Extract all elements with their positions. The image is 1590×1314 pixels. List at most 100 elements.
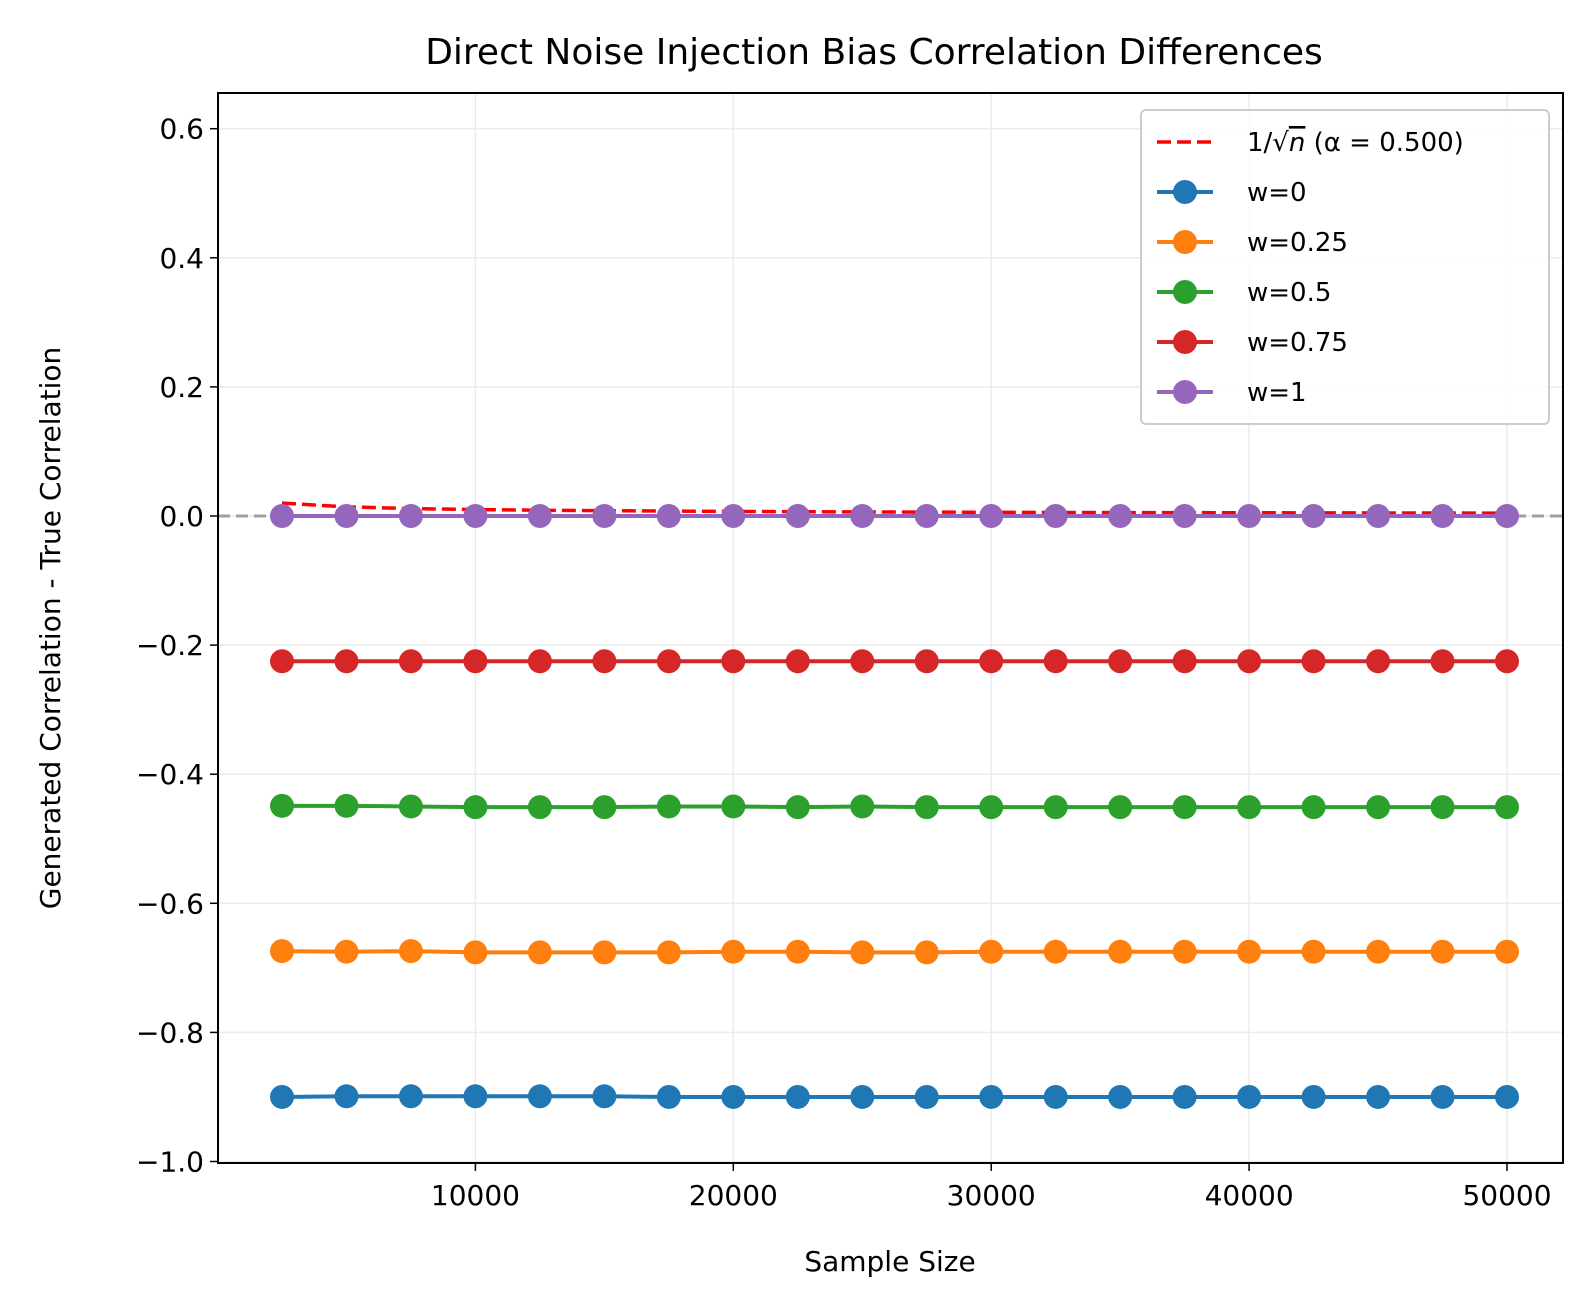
legend-marker: [1173, 230, 1197, 254]
data-point: [850, 649, 875, 674]
chart-title: Direct Noise Injection Bias Correlation …: [425, 32, 1323, 73]
y-tick-label: 0.6: [159, 113, 204, 146]
data-point: [721, 1084, 746, 1109]
series-w=0.5: [270, 793, 1519, 820]
data-point: [270, 649, 294, 674]
data-point: [914, 504, 939, 528]
data-point: [1172, 1084, 1197, 1109]
data-point: [1108, 504, 1133, 528]
data-point: [398, 1084, 423, 1109]
data-point: [1172, 649, 1197, 674]
y-tick-label: 0.0: [159, 500, 204, 533]
y-tick-label: −0.4: [136, 758, 204, 791]
y-tick-label: −0.6: [136, 887, 204, 920]
data-point: [1172, 795, 1197, 820]
data-point: [1366, 939, 1391, 964]
data-point: [1172, 939, 1197, 964]
data-point: [850, 1084, 875, 1109]
data-point: [1043, 1084, 1068, 1109]
data-point: [979, 1084, 1004, 1109]
y-axis-label: Generated Correlation - True Correlation: [34, 347, 67, 910]
series-w=0.25: [270, 939, 1519, 965]
data-point: [1301, 795, 1326, 820]
data-point: [979, 795, 1004, 820]
data-point: [1043, 795, 1068, 820]
data-point: [721, 504, 746, 528]
data-point: [1237, 504, 1262, 528]
data-point: [721, 649, 746, 674]
data-point: [656, 504, 681, 528]
data-point: [270, 793, 294, 818]
data-point: [850, 940, 875, 965]
data-point: [1108, 939, 1133, 964]
data-point: [914, 940, 939, 965]
data-point: [334, 939, 359, 964]
data-point: [1043, 649, 1068, 674]
data-point: [1430, 649, 1455, 674]
data-point: [1108, 649, 1133, 674]
data-point: [592, 504, 617, 528]
data-point: [785, 939, 810, 964]
data-point: [979, 649, 1004, 674]
data-point: [1495, 649, 1519, 674]
data-point: [1237, 939, 1262, 964]
data-point: [463, 504, 488, 528]
legend-label: w=0.75: [1247, 328, 1348, 358]
legend: 1/√n (α = 0.500) w=0 w=0.25 w=0.5 w=0.75 w=1: [1140, 109, 1550, 425]
data-point: [1366, 1084, 1391, 1109]
data-point: [1043, 504, 1068, 528]
data-point: [334, 649, 359, 674]
data-point: [656, 794, 681, 819]
axes-frame: [217, 92, 1564, 1164]
data-point: [1237, 1084, 1262, 1109]
data-point: [592, 1084, 617, 1109]
legend-box: [1140, 109, 1550, 425]
series-w=0.75: [270, 649, 1519, 674]
y-tick-label: −0.8: [136, 1016, 204, 1049]
legend-label: w=0.25: [1247, 228, 1348, 258]
data-point: [1495, 939, 1519, 964]
data-point: [1301, 1084, 1326, 1109]
x-tick-label: 10000: [431, 1179, 520, 1212]
data-point: [1108, 1084, 1133, 1109]
x-axis: 10000 20000 30000 40000 50000: [431, 1163, 1552, 1212]
x-tick-label: 50000: [1462, 1179, 1551, 1212]
series-w=0: [270, 1084, 1519, 1109]
data-point: [1366, 504, 1391, 528]
data-point: [527, 795, 552, 820]
data-point: [914, 1084, 939, 1109]
data-point: [334, 1084, 359, 1109]
x-tick-label: 30000: [947, 1179, 1036, 1212]
data-point: [785, 1084, 810, 1109]
x-axis-label: Sample Size: [804, 1245, 975, 1278]
y-tick-label: −0.2: [136, 629, 204, 662]
data-point: [527, 1084, 552, 1109]
data-point: [979, 939, 1004, 964]
data-point: [1495, 1084, 1519, 1109]
data-point: [656, 649, 681, 674]
data-point: [1495, 504, 1519, 528]
data-point: [1430, 795, 1455, 820]
data-point: [592, 940, 617, 965]
data-point: [463, 940, 488, 965]
data-point: [721, 794, 746, 819]
data-point: [463, 795, 488, 820]
y-axis: 0.6 0.4 0.2 0.0 −0.2 −0.4 −0.6 −0.8 −1.0: [136, 113, 218, 1179]
legend-label: 1/√n (α = 0.500): [1247, 128, 1464, 158]
data-point: [1301, 939, 1326, 964]
data-point: [463, 649, 488, 674]
data-point: [914, 795, 939, 820]
data-point: [334, 793, 359, 818]
data-point: [527, 649, 552, 674]
data-point: [721, 939, 746, 964]
data-point: [398, 939, 423, 964]
data-point: [1301, 504, 1326, 528]
data-point: [656, 1084, 681, 1109]
y-tick-label: 0.2: [159, 371, 204, 404]
data-point: [979, 504, 1004, 528]
x-tick-label: 40000: [1205, 1179, 1294, 1212]
data-point: [1043, 939, 1068, 964]
data-point: [1237, 649, 1262, 674]
data-point: [1366, 795, 1391, 820]
